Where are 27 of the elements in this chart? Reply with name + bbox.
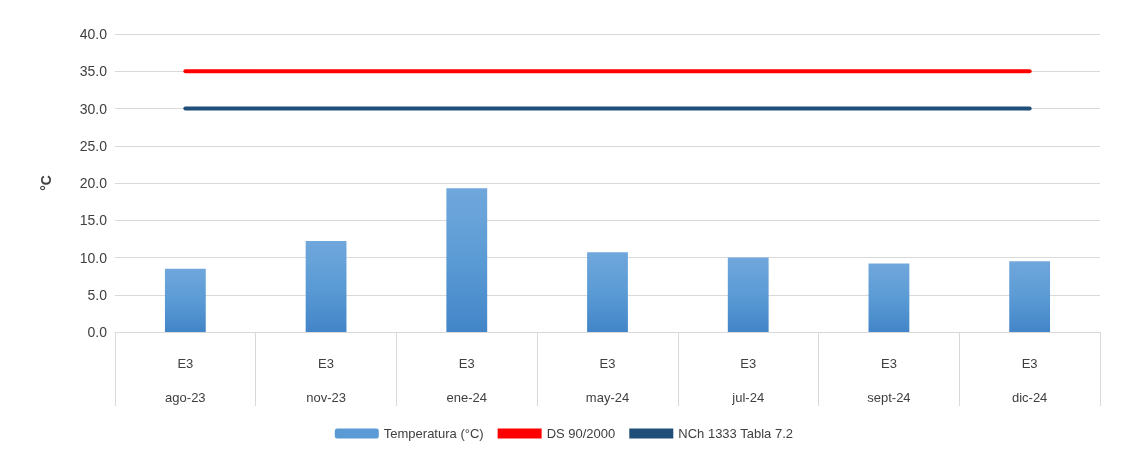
legend-label: DS 90/2000 bbox=[546, 426, 616, 441]
bar bbox=[587, 252, 628, 332]
category-label: E3 sept-24 bbox=[867, 355, 911, 405]
category-label: E3 may-24 bbox=[585, 355, 630, 405]
y-tick-label: 25.0 bbox=[79, 137, 108, 154]
y-tick-label: 30.0 bbox=[79, 100, 108, 117]
bar bbox=[164, 268, 206, 332]
category-label: E3 ago-23 bbox=[165, 355, 206, 405]
y-axis-title: °C bbox=[38, 175, 54, 191]
bar bbox=[868, 263, 910, 332]
y-tick-label: 10.0 bbox=[79, 249, 108, 266]
bar bbox=[305, 241, 347, 332]
y-tick-label: 0.0 bbox=[87, 324, 108, 340]
bar bbox=[446, 188, 488, 332]
y-tick-label: 20.0 bbox=[79, 175, 108, 191]
category-label: E3 nov-23 bbox=[306, 355, 346, 405]
legend-label: Temperatura (°C) bbox=[383, 426, 484, 441]
bar bbox=[727, 257, 769, 332]
bar bbox=[1009, 261, 1051, 332]
category-label: E3 ene-24 bbox=[446, 355, 488, 405]
y-tick-label: 15.0 bbox=[79, 212, 108, 229]
y-tick-label: 40.0 bbox=[79, 26, 108, 42]
category-label: E3 jul-24 bbox=[732, 355, 765, 405]
y-tick-label: 35.0 bbox=[79, 63, 108, 80]
y-tick-label: 5.0 bbox=[87, 286, 108, 303]
legend-label: NCh 1333 Tabla 7.2 bbox=[678, 426, 793, 441]
category-label: E3 dic-24 bbox=[1011, 355, 1048, 405]
